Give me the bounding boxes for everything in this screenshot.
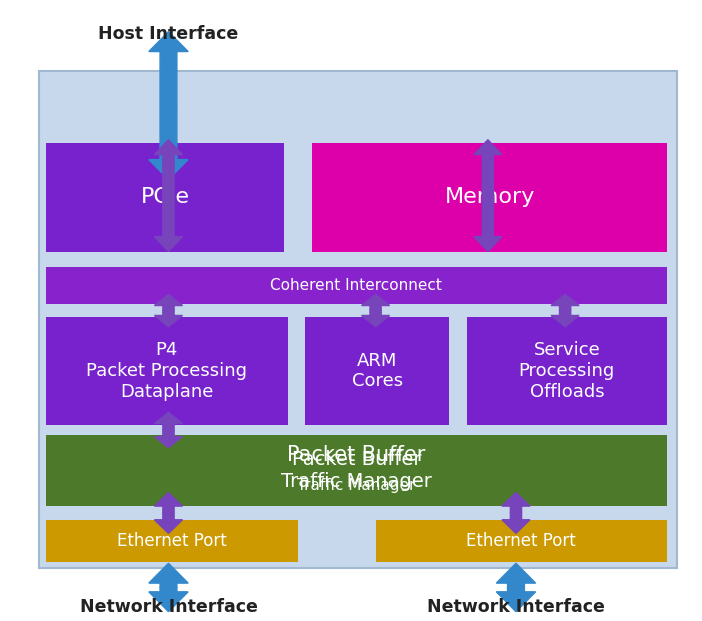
FancyBboxPatch shape [467, 317, 667, 425]
FancyArrow shape [362, 310, 390, 327]
FancyArrow shape [551, 294, 579, 310]
FancyArrow shape [474, 140, 502, 196]
Text: P4
Packet Processing
Dataplane: P4 Packet Processing Dataplane [86, 342, 247, 401]
FancyArrow shape [154, 412, 183, 430]
FancyArrow shape [154, 196, 183, 252]
Text: Packet Buffer: Packet Buffer [287, 445, 425, 465]
FancyArrow shape [149, 563, 188, 587]
FancyArrow shape [154, 513, 183, 533]
FancyBboxPatch shape [39, 71, 677, 568]
FancyBboxPatch shape [46, 435, 667, 506]
Text: Network Interface: Network Interface [427, 599, 605, 616]
Text: Traffic Manager: Traffic Manager [297, 478, 416, 494]
FancyArrow shape [154, 310, 183, 327]
FancyArrow shape [502, 513, 530, 533]
FancyArrow shape [496, 587, 536, 612]
Text: PCIe: PCIe [140, 187, 190, 207]
FancyArrow shape [496, 563, 536, 587]
FancyArrow shape [474, 196, 502, 252]
FancyBboxPatch shape [305, 317, 449, 425]
FancyArrow shape [362, 294, 390, 310]
Text: Ethernet Port: Ethernet Port [466, 532, 576, 550]
Text: Memory: Memory [444, 187, 535, 207]
FancyArrow shape [149, 32, 188, 106]
FancyArrow shape [502, 492, 530, 513]
Text: Packet Buffer
Traffic Manager: Packet Buffer Traffic Manager [281, 450, 432, 491]
FancyBboxPatch shape [312, 143, 667, 252]
FancyArrow shape [154, 140, 183, 196]
FancyArrow shape [149, 106, 188, 179]
FancyArrow shape [154, 492, 183, 513]
FancyArrow shape [551, 310, 579, 327]
Text: Service
Processing
Offloads: Service Processing Offloads [519, 342, 615, 401]
Text: Coherent Interconnect: Coherent Interconnect [270, 278, 442, 293]
FancyArrow shape [149, 587, 188, 612]
Text: Host Interface: Host Interface [98, 25, 239, 43]
FancyBboxPatch shape [376, 520, 667, 562]
FancyArrow shape [154, 430, 183, 448]
Text: Network Interface: Network Interface [79, 599, 258, 616]
FancyArrow shape [154, 294, 183, 310]
FancyBboxPatch shape [46, 520, 298, 562]
Text: ARM
Cores: ARM Cores [352, 351, 403, 391]
FancyBboxPatch shape [46, 267, 667, 304]
FancyBboxPatch shape [46, 435, 667, 506]
FancyBboxPatch shape [46, 317, 288, 425]
Text: Ethernet Port: Ethernet Port [117, 532, 227, 550]
FancyBboxPatch shape [46, 143, 284, 252]
